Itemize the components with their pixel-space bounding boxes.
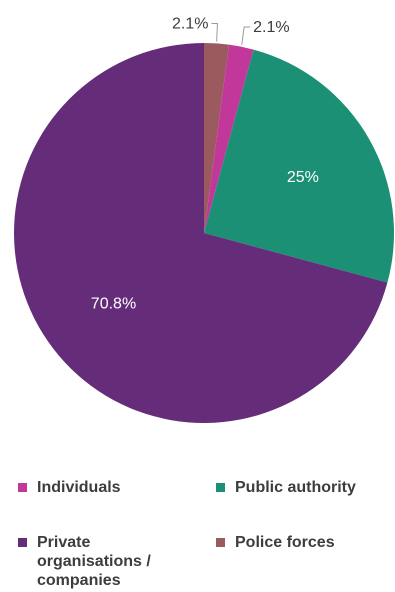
leader-line-police-forces bbox=[211, 22, 218, 42]
data-label-individuals: 2.1% bbox=[253, 19, 289, 36]
leader-lines bbox=[211, 22, 251, 45]
legend-label-police-forces: Police forces bbox=[235, 534, 335, 551]
legend-item-public-authority: Public authority bbox=[216, 478, 356, 497]
leader-line-individuals bbox=[241, 26, 251, 45]
data-label-police-forces: 2.1% bbox=[172, 15, 208, 32]
pie-slice-police-forces bbox=[204, 43, 229, 233]
legend-swatch-police-forces bbox=[216, 538, 225, 547]
data-label-private-organisations-companies: 70.8% bbox=[91, 295, 136, 312]
data-label-public-authority: 25% bbox=[287, 169, 319, 186]
pie-slice-public-authority bbox=[204, 49, 395, 283]
legend-label-private-organisations: Private organisations / companies bbox=[37, 534, 151, 589]
legend-item-individuals: Individuals bbox=[18, 478, 121, 497]
legend-swatch-individuals bbox=[18, 483, 27, 492]
pie-slice-private-organisations-companies bbox=[14, 43, 388, 423]
pie-slices bbox=[14, 43, 395, 423]
pie-slice-individuals bbox=[204, 44, 254, 233]
legend-swatch-public-authority bbox=[216, 483, 225, 492]
pie-chart: 2.1% 2.1% 25% 70.8% bbox=[14, 15, 395, 423]
legend-item-private-organisations: Private organisations / companies bbox=[18, 533, 188, 590]
legend-swatch-private-organisations bbox=[18, 538, 27, 547]
data-labels: 2.1% 2.1% 25% 70.8% bbox=[91, 15, 319, 312]
legend-label-public-authority: Public authority bbox=[235, 479, 356, 496]
legend-item-police-forces: Police forces bbox=[216, 533, 335, 552]
legend-label-individuals: Individuals bbox=[37, 479, 121, 496]
legend: Individuals Public authority Private org… bbox=[0, 470, 395, 592]
